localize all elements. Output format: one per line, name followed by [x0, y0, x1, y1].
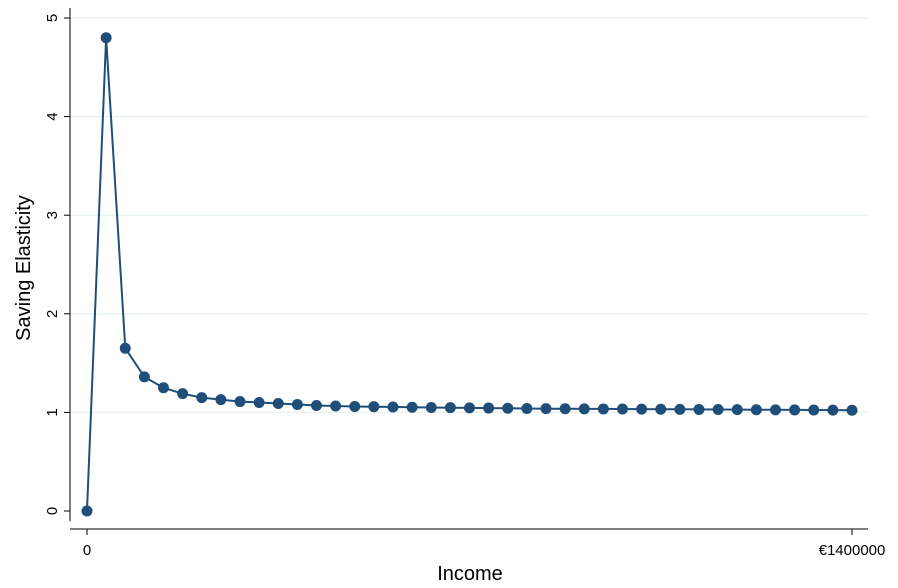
data-point [502, 402, 514, 414]
data-point [196, 392, 208, 404]
data-point [138, 371, 150, 383]
data-point [406, 401, 418, 413]
data-point [158, 382, 169, 394]
data-point [483, 402, 495, 414]
data-point [578, 403, 590, 415]
data-point [444, 402, 456, 414]
data-point [597, 403, 609, 415]
data-point [464, 402, 475, 414]
data-point [311, 399, 322, 411]
y-axis-title: Saving Elasticity [13, 195, 35, 341]
data-point [368, 401, 380, 413]
data-point [559, 403, 571, 415]
y-tick-label: 5 [44, 14, 61, 22]
data-point [636, 403, 648, 415]
data-point [674, 403, 686, 415]
data-point [617, 403, 628, 415]
data-point [693, 403, 705, 415]
data-point [655, 403, 667, 415]
data-point [291, 399, 303, 411]
tick-labels: 0 1 2 3 4 5 0 €1400000 [44, 14, 885, 559]
data-point [808, 404, 820, 416]
data-point [521, 402, 533, 414]
y-tick-label: 2 [44, 310, 61, 318]
data-point [750, 404, 762, 416]
data-point [731, 404, 743, 416]
data-point [215, 394, 227, 406]
y-tick-label: 3 [44, 211, 61, 219]
data-point [387, 401, 399, 413]
data-point [846, 404, 858, 416]
x-axis-title: Income [437, 563, 503, 585]
data-point [349, 400, 361, 412]
data-point [234, 396, 246, 408]
data-point [330, 400, 342, 412]
data-point [177, 388, 189, 400]
y-tick-label: 4 [44, 112, 61, 120]
data-point [827, 404, 839, 416]
data-point [712, 404, 724, 416]
data-point [81, 505, 93, 517]
y-tick-label: 1 [44, 408, 61, 416]
axes [64, 8, 868, 535]
data-point [272, 398, 284, 410]
data-point [100, 32, 112, 44]
data-point [119, 342, 131, 354]
data-point [770, 404, 781, 416]
data-point [789, 404, 801, 416]
data-point [425, 401, 437, 413]
x-tick-label: 0 [83, 542, 91, 559]
data-point [253, 397, 265, 409]
x-tick-label: €1400000 [819, 542, 886, 559]
data-point [540, 403, 552, 415]
y-tick-label: 0 [44, 507, 61, 515]
series [81, 32, 858, 517]
